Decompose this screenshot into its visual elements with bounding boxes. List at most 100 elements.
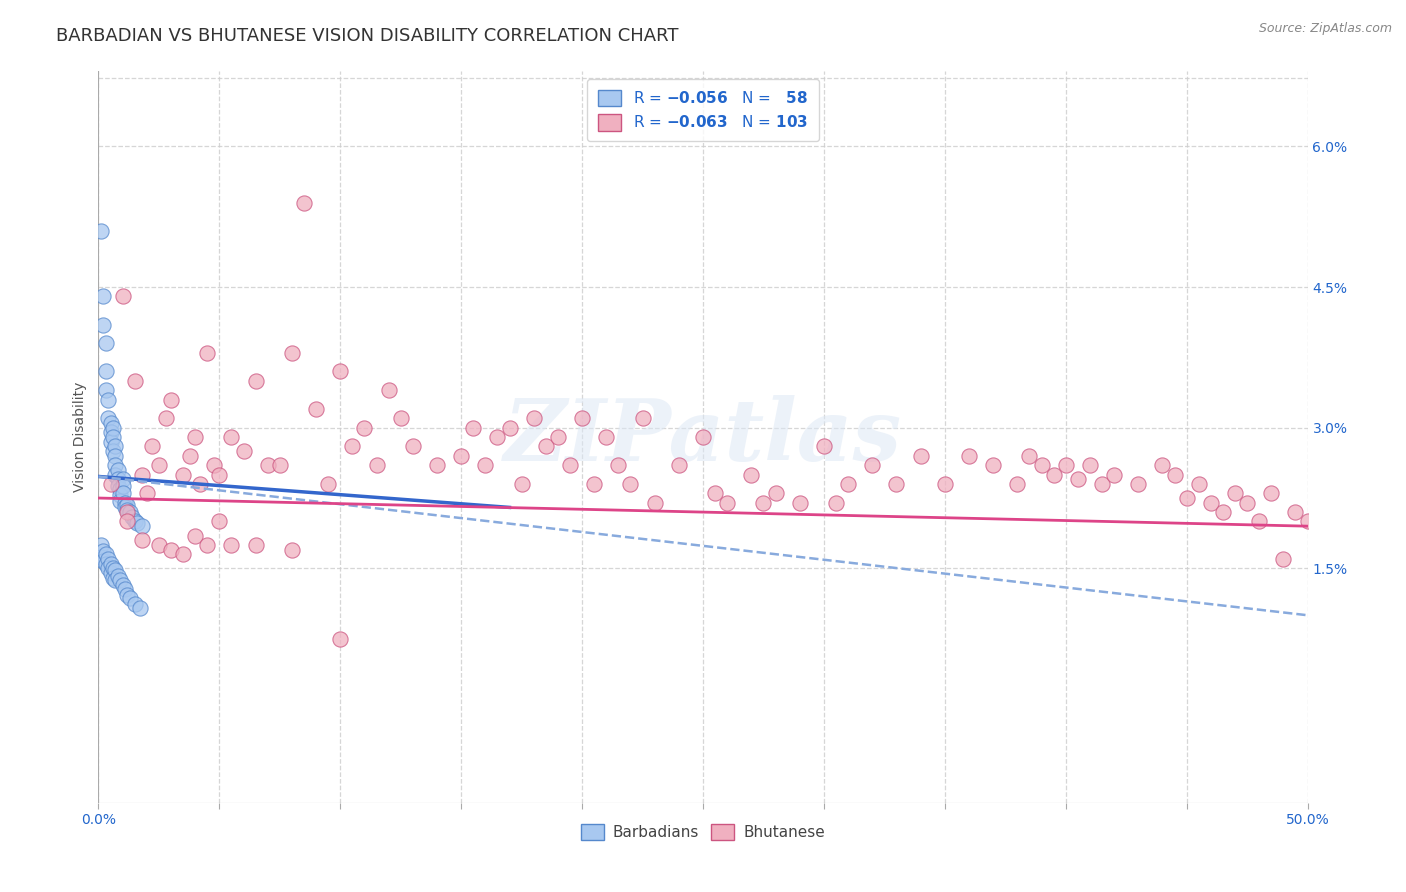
Point bbox=[91, 554, 114, 568]
Point bbox=[813, 440, 835, 454]
Point bbox=[121, 509, 143, 524]
Legend: Barbadians, Bhutanese: Barbadians, Bhutanese bbox=[575, 817, 831, 847]
Point bbox=[188, 477, 211, 491]
Point bbox=[195, 538, 218, 552]
Point bbox=[160, 392, 183, 407]
Point bbox=[108, 573, 131, 587]
Point bbox=[131, 533, 153, 548]
Point bbox=[281, 542, 304, 557]
Point bbox=[101, 561, 124, 575]
Point bbox=[245, 374, 267, 388]
Point bbox=[141, 440, 163, 454]
Point bbox=[204, 458, 226, 473]
Point bbox=[486, 430, 509, 444]
Point bbox=[292, 195, 315, 210]
Point bbox=[148, 458, 170, 473]
Point bbox=[1249, 515, 1271, 529]
Point bbox=[1054, 458, 1077, 473]
Point bbox=[128, 600, 150, 615]
Point bbox=[765, 486, 787, 500]
Point bbox=[104, 467, 127, 482]
Point bbox=[910, 449, 932, 463]
Point bbox=[1067, 472, 1090, 486]
Point bbox=[90, 550, 112, 565]
Point bbox=[117, 503, 139, 517]
Point bbox=[523, 411, 546, 425]
Point bbox=[94, 383, 117, 397]
Point bbox=[117, 515, 139, 529]
Point bbox=[1175, 491, 1198, 505]
Point bbox=[107, 472, 129, 486]
Point bbox=[114, 582, 136, 596]
Point bbox=[172, 547, 194, 561]
Point bbox=[607, 458, 630, 473]
Point bbox=[981, 458, 1004, 473]
Point bbox=[101, 571, 124, 585]
Point bbox=[108, 482, 131, 496]
Point bbox=[1260, 486, 1282, 500]
Point bbox=[111, 289, 134, 303]
Point bbox=[934, 477, 956, 491]
Point bbox=[450, 449, 472, 463]
Point bbox=[221, 430, 243, 444]
Text: BARBADIAN VS BHUTANESE VISION DISABILITY CORRELATION CHART: BARBADIAN VS BHUTANESE VISION DISABILITY… bbox=[56, 27, 679, 45]
Point bbox=[172, 467, 194, 482]
Point bbox=[104, 449, 127, 463]
Point bbox=[837, 477, 859, 491]
Point bbox=[107, 479, 129, 493]
Point bbox=[94, 547, 117, 561]
Point bbox=[111, 479, 134, 493]
Point bbox=[155, 411, 177, 425]
Point bbox=[114, 500, 136, 515]
Point bbox=[1102, 467, 1125, 482]
Point bbox=[90, 538, 112, 552]
Point bbox=[595, 430, 617, 444]
Point bbox=[1272, 552, 1295, 566]
Point bbox=[498, 420, 520, 434]
Point bbox=[1199, 496, 1222, 510]
Point bbox=[510, 477, 533, 491]
Point bbox=[208, 515, 231, 529]
Point bbox=[353, 420, 375, 434]
Point bbox=[1018, 449, 1040, 463]
Point bbox=[124, 515, 146, 529]
Point bbox=[91, 318, 114, 332]
Point bbox=[1212, 505, 1234, 519]
Point bbox=[558, 458, 581, 473]
Point bbox=[111, 472, 134, 486]
Point bbox=[104, 458, 127, 473]
Point bbox=[100, 566, 122, 580]
Point bbox=[860, 458, 883, 473]
Point bbox=[117, 498, 139, 512]
Point bbox=[97, 552, 120, 566]
Point bbox=[1223, 486, 1246, 500]
Point bbox=[108, 488, 131, 502]
Point bbox=[97, 411, 120, 425]
Point bbox=[329, 364, 352, 378]
Point bbox=[111, 486, 134, 500]
Point bbox=[101, 420, 124, 434]
Point bbox=[692, 430, 714, 444]
Point bbox=[94, 364, 117, 378]
Point bbox=[117, 505, 139, 519]
Point bbox=[131, 519, 153, 533]
Point bbox=[1188, 477, 1211, 491]
Point bbox=[101, 430, 124, 444]
Text: ZIPatlas: ZIPatlas bbox=[503, 395, 903, 479]
Point bbox=[402, 440, 425, 454]
Point bbox=[94, 557, 117, 571]
Point bbox=[160, 542, 183, 557]
Point bbox=[90, 224, 112, 238]
Point bbox=[127, 516, 149, 531]
Point bbox=[117, 588, 139, 602]
Point bbox=[104, 573, 127, 587]
Point bbox=[148, 538, 170, 552]
Point bbox=[118, 591, 141, 606]
Point bbox=[305, 401, 328, 416]
Point bbox=[668, 458, 690, 473]
Point bbox=[316, 477, 339, 491]
Point bbox=[124, 374, 146, 388]
Point bbox=[644, 496, 666, 510]
Point bbox=[118, 505, 141, 519]
Point bbox=[94, 336, 117, 351]
